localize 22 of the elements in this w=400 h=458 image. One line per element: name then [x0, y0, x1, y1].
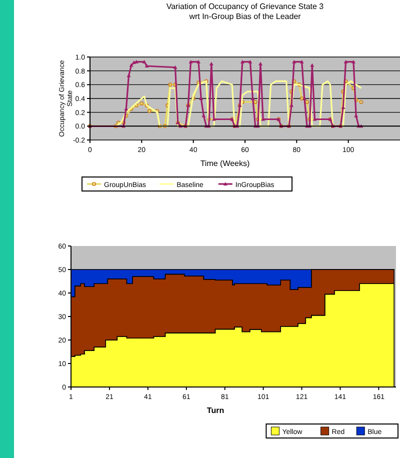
point	[240, 60, 244, 64]
chart-title: Variation of Occupancy of Grievance State 3	[166, 2, 324, 11]
point	[134, 60, 138, 64]
point	[292, 60, 296, 64]
point	[173, 65, 178, 69]
point	[310, 63, 314, 67]
point	[248, 60, 252, 64]
point	[209, 62, 214, 66]
point	[300, 60, 304, 64]
point	[344, 60, 348, 64]
chart-subtitle: wrt In-Group Bias of the Leader	[188, 12, 302, 21]
point	[142, 60, 146, 64]
point	[196, 60, 200, 64]
point	[188, 60, 193, 64]
point	[352, 60, 356, 64]
x-axis-title: Turn	[206, 406, 224, 415]
point	[258, 62, 262, 66]
point	[199, 96, 204, 100]
point	[144, 64, 149, 68]
point	[250, 96, 255, 100]
x-axis-title: Time (Weeks)	[200, 159, 250, 168]
point	[129, 63, 134, 67]
